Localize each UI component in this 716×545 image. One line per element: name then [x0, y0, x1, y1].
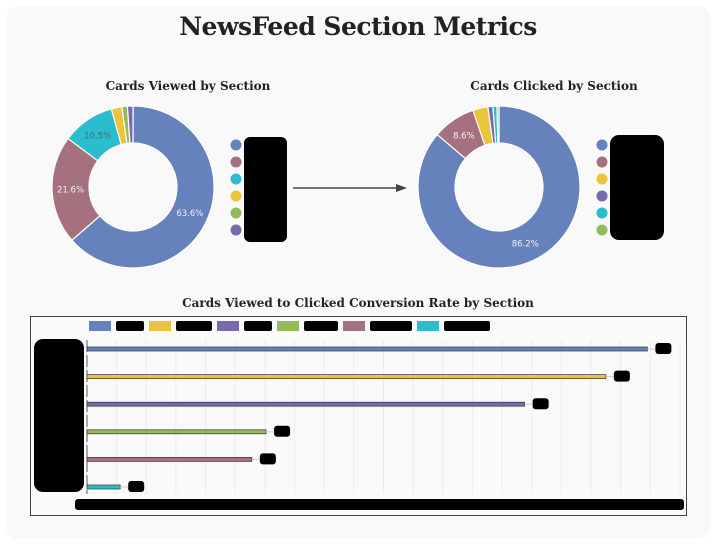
bar-mauve — [86, 457, 253, 462]
category-axis-labels-redacted — [34, 339, 84, 492]
legend-marker-green — [596, 224, 608, 236]
donut-slice-viewed-blue — [71, 105, 215, 269]
legend-label-redacted — [444, 321, 490, 331]
legend-marker-teal — [230, 173, 242, 185]
clicked-chart-title: Cards Clicked by Section — [470, 79, 638, 93]
conversion-chart-title: Cards Viewed to Clicked Conversion Rate … — [182, 296, 534, 310]
bar-value-label-redacted-purple — [532, 398, 549, 410]
viewed-chart-title: Cards Viewed by Section — [105, 79, 271, 93]
legend-label-redacted — [176, 321, 212, 331]
slice-percent-label: 10.5% — [84, 131, 111, 141]
legend-marker-purple — [596, 190, 608, 202]
legend-swatch-green — [277, 321, 299, 331]
legend-marker-purple — [230, 224, 242, 236]
bar-value-label-redacted-blue — [655, 343, 672, 354]
bar-value-label-redacted-yellow — [613, 370, 630, 382]
legend-marker-green — [230, 207, 242, 219]
legend-swatch-blue — [89, 321, 111, 331]
bar-teal — [86, 484, 121, 490]
page-title: NewsFeed Section Metrics — [179, 12, 537, 41]
legend-swatch-teal — [417, 321, 439, 331]
bar-blue — [86, 346, 648, 352]
legend-swatch-mauve — [343, 321, 365, 331]
legend-label-redacted — [370, 321, 412, 331]
viewed-legend-labels-redacted — [244, 137, 287, 242]
slice-percent-label: 63.6% — [176, 209, 203, 219]
legend-marker-blue — [596, 139, 608, 151]
legend-marker-blue — [230, 139, 242, 151]
donut-slice-viewed-purple — [126, 105, 134, 144]
bar-yellow — [86, 374, 607, 379]
donut-slice-clicked-blue — [417, 105, 581, 269]
legend-marker-mauve — [230, 156, 242, 168]
slice-percent-label: 21.6% — [57, 185, 84, 195]
bar-value-label-redacted-teal — [128, 481, 145, 492]
legend-swatch-purple — [217, 321, 239, 331]
legend-label-redacted — [244, 321, 272, 331]
value-axis-labels-redacted — [75, 499, 684, 510]
legend-marker-teal — [596, 207, 608, 219]
legend-swatch-yellow — [149, 321, 171, 331]
legend-marker-yellow — [596, 173, 608, 185]
bar-value-label-redacted-green — [274, 425, 291, 437]
legend-marker-mauve — [596, 156, 608, 168]
legend-marker-yellow — [230, 190, 242, 202]
donut-slice-clicked-green — [496, 105, 500, 144]
clicked-legend-labels-redacted — [610, 135, 664, 240]
legend-label-redacted — [116, 321, 144, 331]
slice-percent-label: 8.6% — [453, 131, 475, 141]
bar-value-label-redacted-mauve — [259, 453, 276, 465]
bar-green — [86, 429, 267, 435]
slice-percent-label: 86.2% — [512, 240, 539, 250]
bar-purple — [86, 401, 525, 407]
legend-label-redacted — [304, 321, 338, 331]
